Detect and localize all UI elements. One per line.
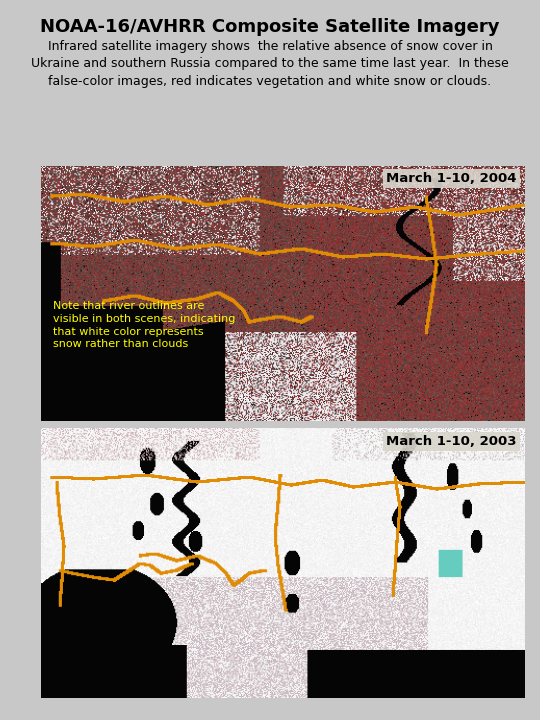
Text: NOAA-16/AVHRR Composite Satellite Imagery: NOAA-16/AVHRR Composite Satellite Imager…	[40, 18, 500, 36]
Text: March 1-10, 2004: March 1-10, 2004	[386, 172, 517, 185]
Text: Infrared satellite imagery shows  the relative absence of snow cover in
Ukraine : Infrared satellite imagery shows the rel…	[31, 40, 509, 88]
Text: March 1-10, 2003: March 1-10, 2003	[386, 435, 517, 448]
Text: Note that river outlines are
visible in both scenes, indicating
that white color: Note that river outlines are visible in …	[52, 301, 235, 349]
